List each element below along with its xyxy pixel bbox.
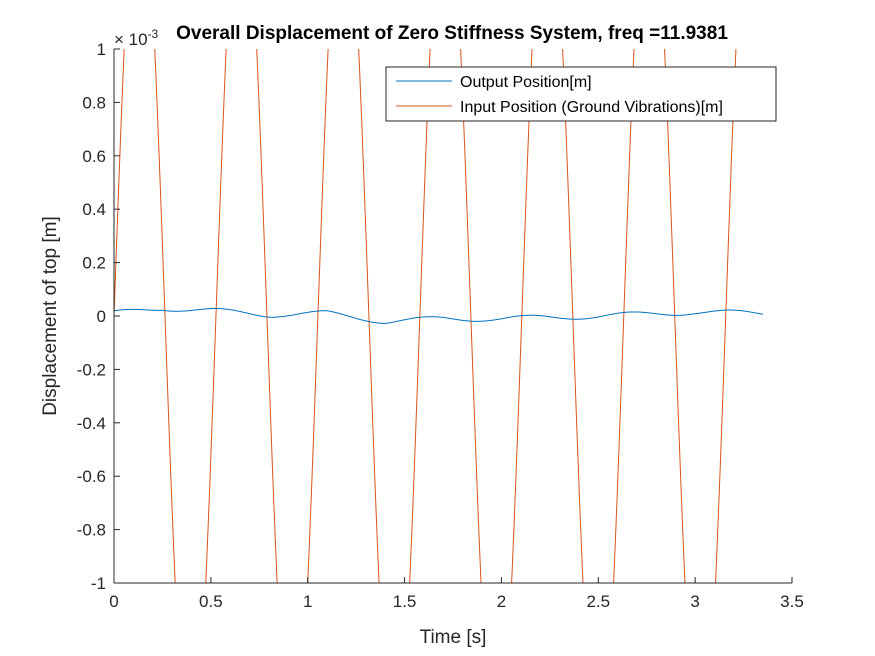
y-tick-label: -1 — [91, 574, 106, 593]
y-tick-label: -0.6 — [77, 467, 106, 486]
y-tick-label: -0.8 — [77, 521, 106, 540]
y-tick-label: 1 — [97, 40, 106, 59]
series-output-line — [114, 308, 764, 324]
x-tick-label: 1.5 — [393, 592, 417, 611]
legend-box — [385, 66, 777, 122]
plot-background — [114, 49, 792, 583]
plot-area — [113, 49, 792, 584]
x-tick-label: 1 — [303, 592, 312, 611]
svg-text:× 10-3: × 10-3 — [114, 27, 159, 49]
x-tick-label: 3.5 — [780, 592, 804, 611]
y-tick-label: 0.8 — [82, 93, 106, 112]
legend: Output Position[m] Input Position (Groun… — [385, 66, 777, 122]
y-tick-label: 0.6 — [82, 147, 106, 166]
y-tick-label: 0.2 — [82, 254, 106, 273]
x-tick-label: 0 — [109, 592, 118, 611]
y-tick-label: 0.4 — [82, 200, 106, 219]
y-multiplier-label: × 10-3 — [114, 27, 159, 49]
legend-entry-output: Output Position[m] — [460, 74, 592, 91]
series-input-line — [114, 49, 737, 583]
y-axis-label: Displacement of top [m] — [40, 216, 61, 416]
y-tick-label: -0.2 — [77, 360, 106, 379]
y-tick-label: -0.4 — [77, 414, 106, 433]
y-multiplier-exponent: -3 — [148, 27, 159, 41]
x-tick-label: 2 — [497, 592, 506, 611]
legend-entry-input: Input Position (Ground Vibrations)[m] — [460, 99, 723, 116]
x-tick-label: 0.5 — [199, 592, 223, 611]
x-tick-label: 2.5 — [586, 592, 610, 611]
y-tick-label: 0 — [97, 307, 106, 326]
x-tick-label: 3 — [690, 592, 699, 611]
y-multiplier-base: × 10 — [114, 30, 148, 49]
x-axis-label: Time [s] — [420, 627, 487, 648]
chart-title: Overall Displacement of Zero Stiffness S… — [176, 23, 728, 44]
